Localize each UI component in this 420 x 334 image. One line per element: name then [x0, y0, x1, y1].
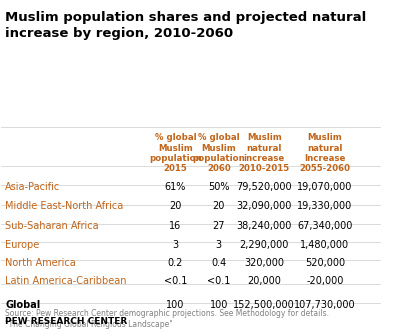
- Text: 19,070,000: 19,070,000: [297, 182, 352, 192]
- Text: 79,520,000: 79,520,000: [236, 182, 292, 192]
- Text: % global
Muslim
population
2015: % global Muslim population 2015: [149, 133, 202, 173]
- Text: Muslim population shares and projected natural
increase by region, 2010-2060: Muslim population shares and projected n…: [5, 11, 366, 40]
- Text: 20: 20: [169, 201, 181, 211]
- Text: Source: Pew Research Center demographic projections. See Methodology for details: Source: Pew Research Center demographic …: [5, 309, 329, 329]
- Text: 2,290,000: 2,290,000: [239, 240, 289, 250]
- Text: Muslim
natural
increase
2010-2015: Muslim natural increase 2010-2015: [239, 133, 290, 173]
- Text: Asia-Pacific: Asia-Pacific: [5, 182, 60, 192]
- Text: PEW RESEARCH CENTER: PEW RESEARCH CENTER: [5, 317, 127, 326]
- Text: 61%: 61%: [165, 182, 186, 192]
- Text: -20,000: -20,000: [306, 276, 344, 286]
- Text: 107,730,000: 107,730,000: [294, 300, 356, 310]
- Text: 0.2: 0.2: [168, 259, 183, 268]
- Text: 320,000: 320,000: [244, 259, 284, 268]
- Text: 32,090,000: 32,090,000: [236, 201, 292, 211]
- Text: 38,240,000: 38,240,000: [236, 221, 292, 231]
- Text: Sub-Saharan Africa: Sub-Saharan Africa: [5, 221, 99, 231]
- Text: North America: North America: [5, 259, 76, 268]
- Text: % global
Muslim
population
2060: % global Muslim population 2060: [192, 133, 245, 173]
- Text: Europe: Europe: [5, 240, 39, 250]
- Text: 20: 20: [213, 201, 225, 211]
- Text: 27: 27: [213, 221, 225, 231]
- Text: <0.1: <0.1: [164, 276, 187, 286]
- Text: 100: 100: [210, 300, 228, 310]
- Text: 50%: 50%: [208, 182, 230, 192]
- Text: Middle East-North Africa: Middle East-North Africa: [5, 201, 123, 211]
- Text: 0.4: 0.4: [211, 259, 226, 268]
- Text: <0.1: <0.1: [207, 276, 231, 286]
- Text: 520,000: 520,000: [304, 259, 345, 268]
- Text: Global: Global: [5, 300, 40, 310]
- Text: 1,480,000: 1,480,000: [300, 240, 349, 250]
- Text: 20,000: 20,000: [247, 276, 281, 286]
- Text: 3: 3: [216, 240, 222, 250]
- Text: 19,330,000: 19,330,000: [297, 201, 352, 211]
- Text: 67,340,000: 67,340,000: [297, 221, 352, 231]
- Text: 152,500,000: 152,500,000: [234, 300, 295, 310]
- Text: 3: 3: [172, 240, 178, 250]
- Text: Latin America-Caribbean: Latin America-Caribbean: [5, 276, 127, 286]
- Text: 100: 100: [166, 300, 184, 310]
- Text: 16: 16: [169, 221, 181, 231]
- Text: Muslim
natural
Increase
2055-2060: Muslim natural Increase 2055-2060: [299, 133, 350, 173]
